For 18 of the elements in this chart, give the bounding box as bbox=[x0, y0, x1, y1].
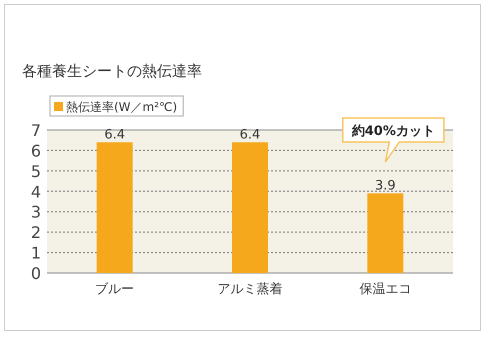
x-tick-label: 保温エコ bbox=[359, 282, 412, 297]
y-tick-label: 6 bbox=[30, 141, 41, 160]
y-tick-label: 1 bbox=[30, 244, 41, 263]
legend-label: 熱伝達率(W／m²℃) bbox=[66, 100, 178, 114]
y-tick-label: 4 bbox=[30, 182, 41, 202]
y-tick-label: 0 bbox=[30, 264, 41, 283]
annotation: 約40%カット bbox=[350, 124, 435, 139]
data-label: 6.4 bbox=[240, 127, 260, 142]
y-tick-label: 7 bbox=[30, 121, 41, 140]
data-label: 3.9 bbox=[374, 178, 396, 194]
y-tick-label: 3 bbox=[30, 202, 41, 222]
y-tick-label: 2 bbox=[30, 223, 41, 242]
chart-title: 各種養生シートの熱伝達率 bbox=[22, 62, 202, 80]
y-tick-label: 5 bbox=[30, 162, 41, 181]
x-tick-label: ブルー bbox=[95, 282, 134, 297]
x-tick-label: アルミ蒸着 bbox=[218, 281, 282, 297]
data-label: 6.4 bbox=[104, 127, 126, 142]
callout: 約40%カット bbox=[342, 117, 445, 163]
